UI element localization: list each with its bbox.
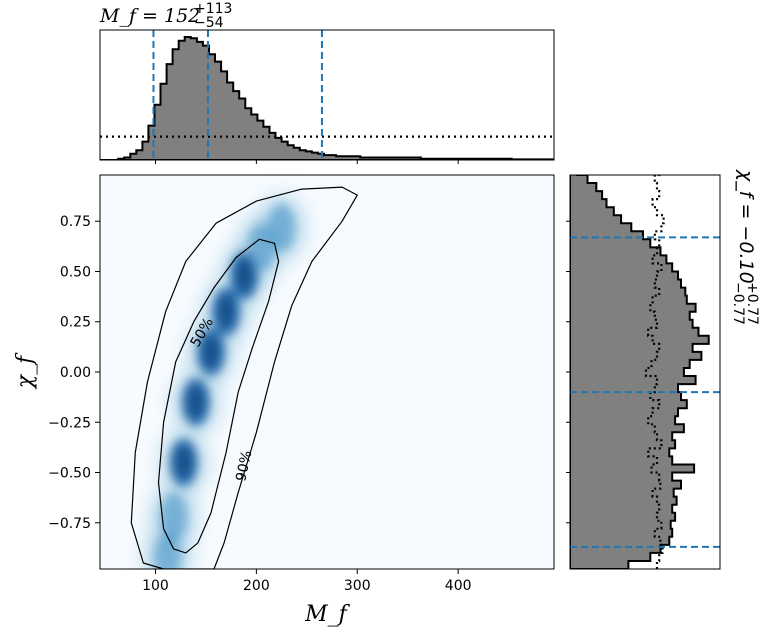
density-core-blob xyxy=(267,203,296,252)
contour-50-line xyxy=(157,238,280,554)
joint-y-ticks: 0.75 0.50 0.25 0.00 −0.25 −0.50 −0.75 xyxy=(48,214,100,532)
top-marginal-panel: M_f = 152 +113 −54 xyxy=(99,1,555,164)
y-axis-label: χ_f xyxy=(13,352,38,390)
top-marginal-frame xyxy=(99,29,555,161)
top-marginal-title: M_f = 152 xyxy=(99,5,200,27)
y-tick-label: 0.75 xyxy=(60,214,91,230)
right-marginal-title: χ_f = −0.10 +0.77 −0.77 xyxy=(730,169,760,325)
density-peak-blob xyxy=(202,335,219,368)
right-title-sup: +0.77 xyxy=(744,282,760,325)
y-tick-label: 0.25 xyxy=(60,315,91,331)
top-title-main: M_f = 152 xyxy=(99,5,200,27)
density-peak-blob xyxy=(218,295,235,328)
density-core-blob xyxy=(153,532,182,569)
joint-x-ticks: 100 200 300 400 xyxy=(142,569,472,594)
right-posterior-histogram xyxy=(570,175,710,569)
density-peak-blob xyxy=(175,446,192,479)
joint-panel: 100 200 300 400 0.75 0.50 0.25 0.00 −0.25 −0.50 −… xyxy=(13,174,555,627)
top-marginal-ticks xyxy=(154,160,459,164)
right-prior-histogram xyxy=(644,175,665,569)
y-tick-label: 0.50 xyxy=(60,264,91,280)
right-title-sub: −0.77 xyxy=(730,282,746,325)
y-tick-label: −0.50 xyxy=(48,466,91,482)
joint-density-heatmap xyxy=(141,193,308,569)
x-tick-label: 400 xyxy=(445,578,472,594)
density-peak xyxy=(175,259,253,479)
density-peak-blob xyxy=(236,259,253,292)
top-posterior-histogram xyxy=(100,36,554,160)
y-tick-label: 0.00 xyxy=(60,365,91,381)
contour-90-line xyxy=(130,186,358,569)
x-tick-label: 200 xyxy=(243,578,270,594)
density-core-blob xyxy=(159,492,188,541)
top-marginal-plot-area xyxy=(100,30,554,160)
joint-contours xyxy=(130,186,358,569)
density-peak-blob xyxy=(187,386,204,419)
x-tick-label: 100 xyxy=(142,578,169,594)
right-marginal-ticks xyxy=(566,220,570,524)
right-marginal-panel: χ_f = −0.10 +0.77 −0.77 xyxy=(566,169,760,570)
contour-label-90: 90% xyxy=(233,449,255,483)
y-tick-label: −0.75 xyxy=(48,516,91,532)
right-title-main: χ_f = −0.10 xyxy=(735,169,757,284)
top-title-sub: −54 xyxy=(194,15,224,31)
x-axis-label: M_f xyxy=(304,602,351,627)
right-marginal-plot-area xyxy=(570,175,720,569)
top-title-sup: +113 xyxy=(194,1,232,17)
x-tick-label: 300 xyxy=(344,578,371,594)
y-tick-label: −0.25 xyxy=(48,415,91,431)
